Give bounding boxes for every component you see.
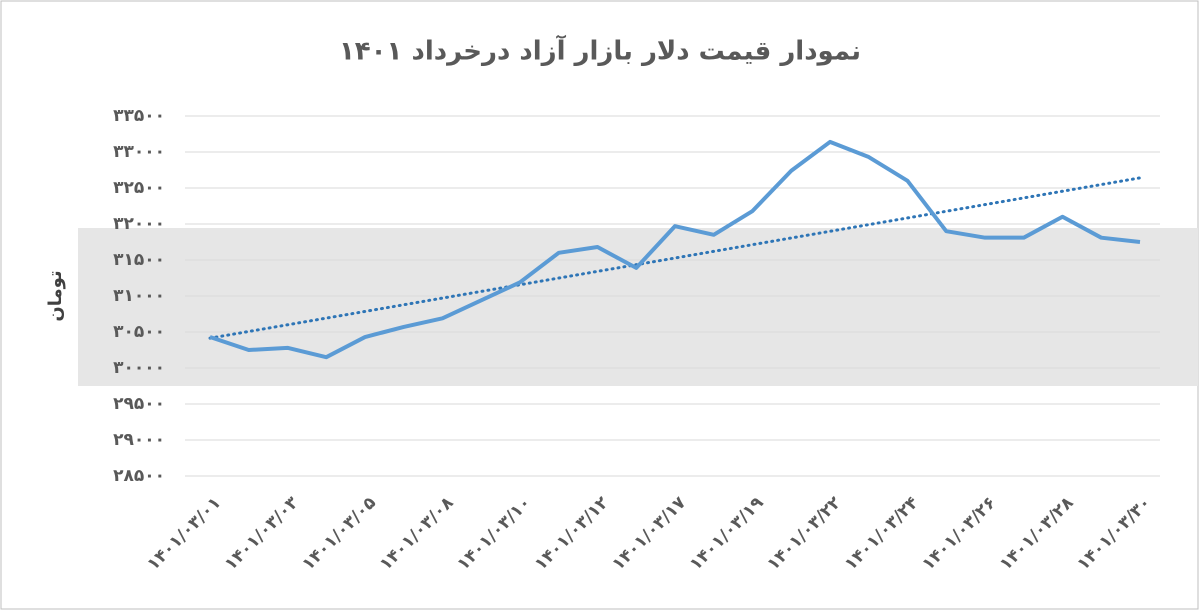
y-tick-label: ۲۹۵۰۰ (113, 394, 165, 414)
y-tick-label: ۳۰۰۰۰ (113, 358, 165, 378)
chart-title: نمودار قیمت دلار بازار آزاد درخرداد ۱۴۰۱ (339, 35, 861, 67)
trend-line (208, 176, 1142, 340)
y-tick-label: ۳۲۰۰۰ (113, 214, 165, 234)
y-tick-label: ۳۲۵۰۰ (113, 178, 165, 198)
y-axis-label: تومان (45, 270, 66, 321)
y-tick-label: ۲۸۵۰۰ (113, 466, 165, 486)
watermark-band (78, 228, 1198, 386)
data-line (209, 139, 1141, 360)
y-tick-label: ۳۳۰۰۰ (113, 142, 165, 162)
y-tick-label: ۳۰۵۰۰ (113, 322, 165, 342)
y-tick-label: ۳۱۰۰۰ (113, 286, 165, 306)
y-tick-label: ۳۱۵۰۰ (113, 250, 165, 270)
y-tick-label: ۲۹۰۰۰ (113, 430, 165, 450)
y-tick-label: ۳۳۵۰۰ (113, 106, 165, 126)
